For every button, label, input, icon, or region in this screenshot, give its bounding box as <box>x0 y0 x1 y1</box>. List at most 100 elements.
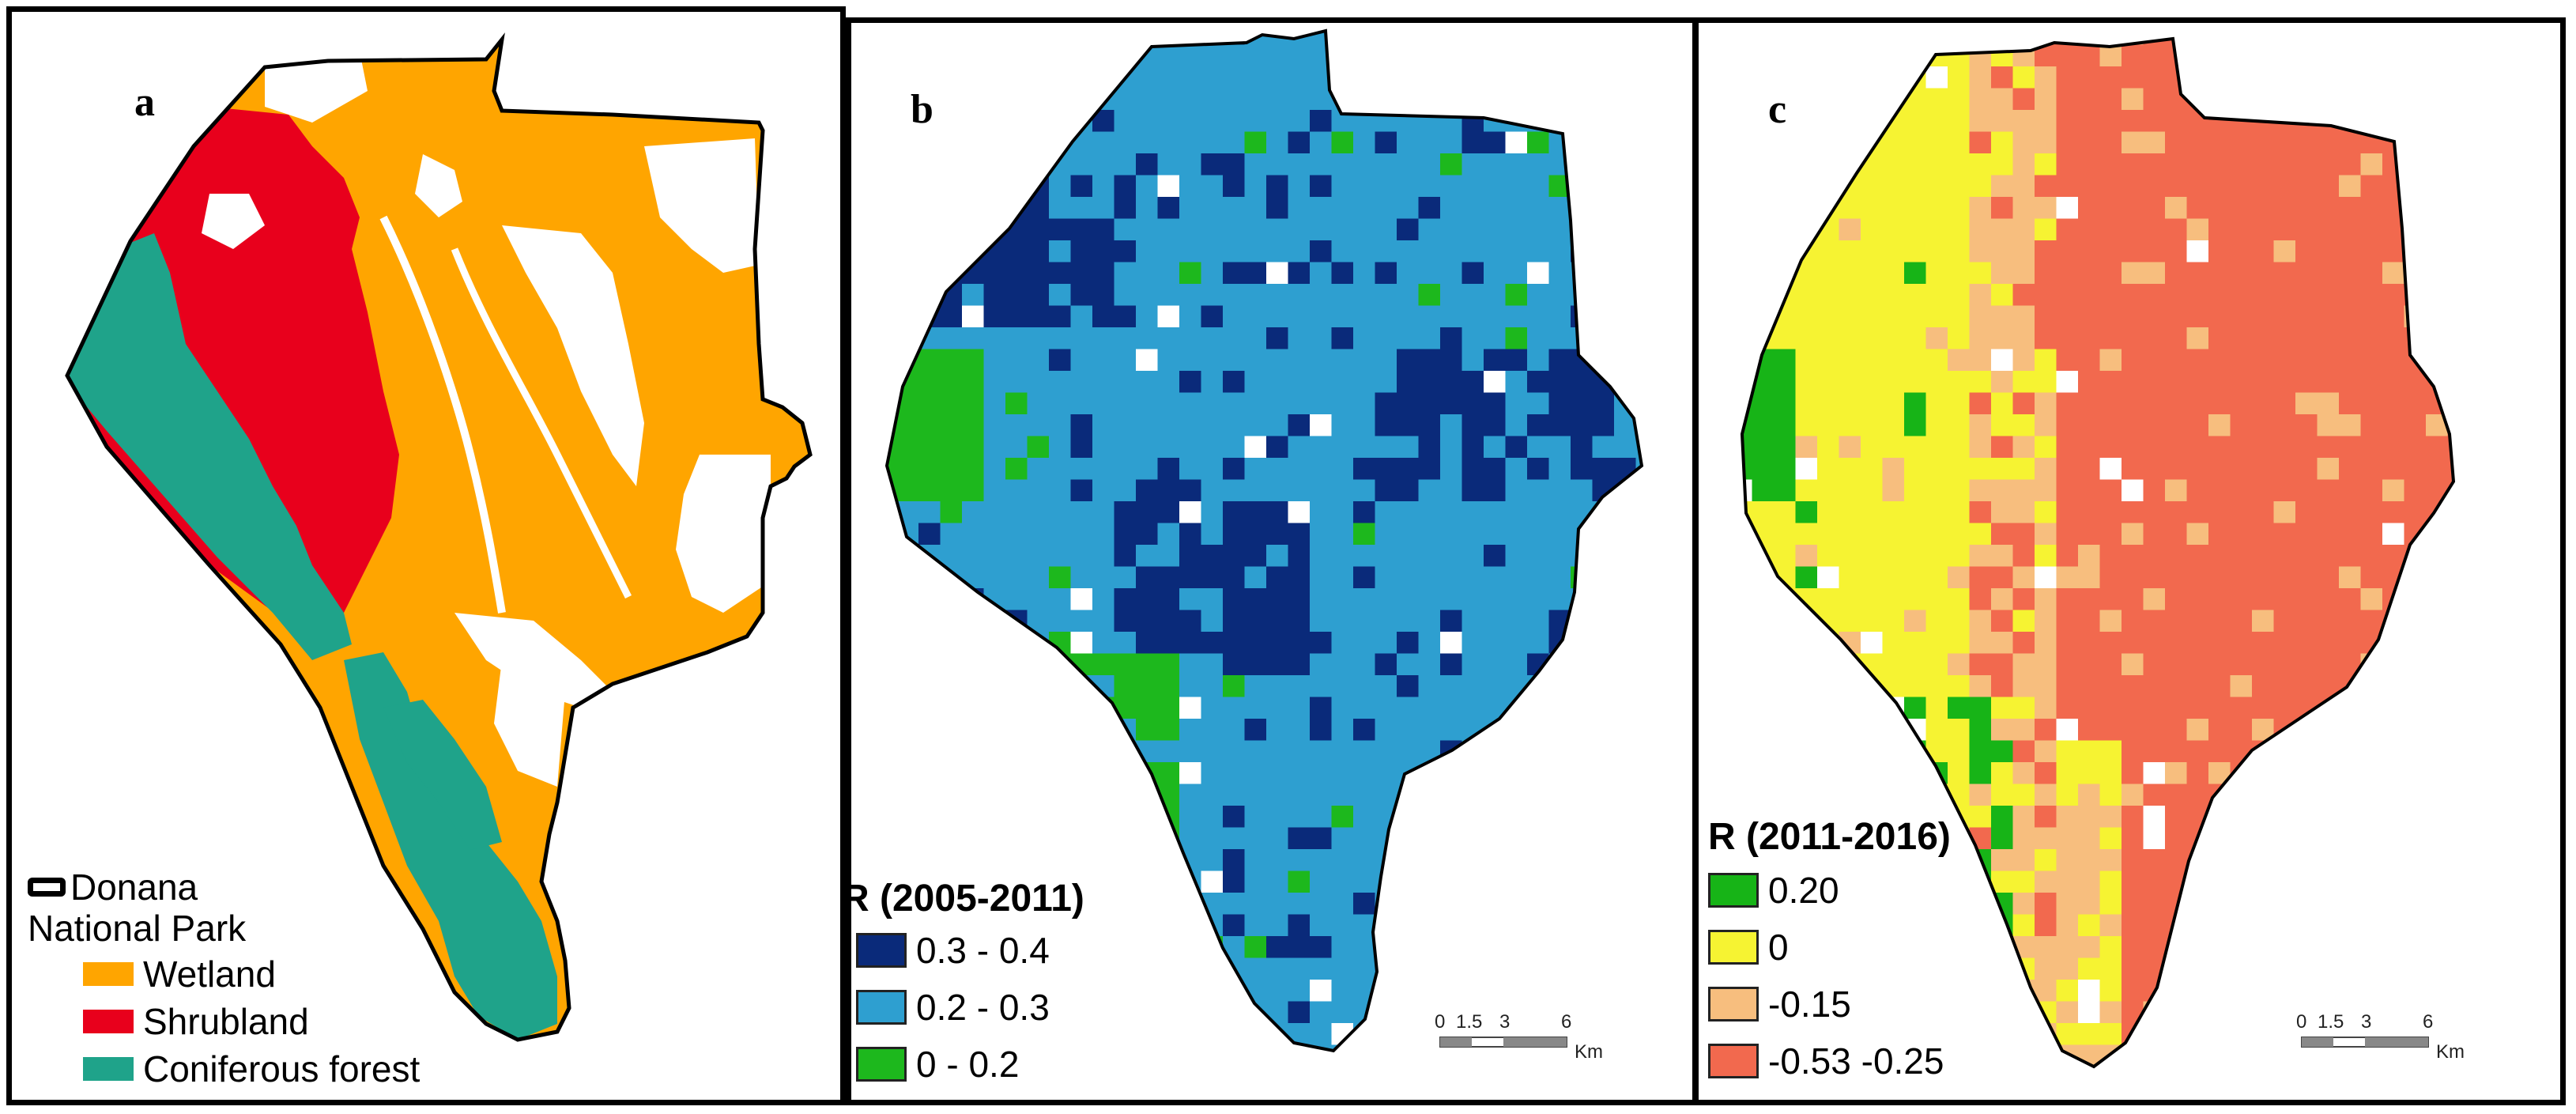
raster-cell <box>1795 284 1818 306</box>
raster-cell <box>1049 197 1071 219</box>
raster-cell <box>1157 719 1180 741</box>
raster-cell <box>1882 371 1905 393</box>
raster-cell <box>1925 545 1948 567</box>
raster-cell <box>1795 675 1818 697</box>
raster-cell <box>1742 305 1752 328</box>
raster-cell <box>1969 1023 1992 1045</box>
raster-cell <box>1157 1001 1180 1024</box>
raster-cell <box>1484 1044 1506 1051</box>
raster-cell <box>1614 305 1636 328</box>
raster-cell <box>1774 327 1796 349</box>
raster-cell <box>1774 719 1796 741</box>
raster-cell <box>1244 479 1267 502</box>
raster-cell <box>1005 653 1028 676</box>
raster-cell <box>1375 1001 1397 1024</box>
raster-cell <box>2447 197 2453 219</box>
raster-cell <box>2317 632 2340 654</box>
raster-cell <box>1635 697 1642 719</box>
raster-cell <box>2447 827 2453 850</box>
raster-cell <box>1049 501 1071 523</box>
raster-cell <box>1969 110 1992 132</box>
legend-label: -0.15 <box>1768 984 1851 1025</box>
raster-cell <box>1397 632 1419 654</box>
raster-cell <box>1136 392 1158 415</box>
raster-cell <box>2186 957 2209 980</box>
raster-cell <box>2012 740 2035 763</box>
raster-cell <box>1614 371 1636 393</box>
raster-cell <box>2143 131 2166 154</box>
raster-cell <box>1991 371 2013 393</box>
raster-cell <box>2491 958 2514 980</box>
raster-cell <box>1310 414 1332 436</box>
raster-cell <box>1157 980 1180 1002</box>
raster-cell <box>1201 218 1224 241</box>
raster-cell <box>2252 175 2274 198</box>
raster-cell <box>1331 175 1354 198</box>
raster-cell <box>2099 131 2122 154</box>
raster-cell <box>1223 88 1245 111</box>
raster-cell <box>1948 44 1970 67</box>
raster-cell <box>1331 153 1354 176</box>
raster-cell <box>1527 545 1549 567</box>
raster-cell <box>2078 784 2100 806</box>
raster-cell <box>1991 305 2013 328</box>
raster-cell <box>2143 327 2166 349</box>
raster-cell <box>1440 936 1462 958</box>
raster-cell <box>2165 131 2187 154</box>
raster-cell <box>1484 392 1506 415</box>
raster-cell <box>2230 675 2253 697</box>
raster-cell <box>1505 806 1528 828</box>
raster-cell <box>1331 218 1354 241</box>
raster-cell <box>1592 414 1615 436</box>
raster-cell <box>1461 131 1484 154</box>
raster-cell <box>1839 545 1861 567</box>
raster-cell <box>2317 588 2340 610</box>
raster-cell <box>2056 523 2079 546</box>
raster-cell <box>1223 305 1245 328</box>
raster-cell <box>1288 523 1311 546</box>
raster-cell <box>2012 458 2035 480</box>
raster-cell <box>887 371 897 393</box>
raster-cell <box>983 740 1006 763</box>
raster-cell <box>2035 588 2057 610</box>
raster-cell <box>1092 479 1115 502</box>
raster-cell <box>1969 675 1992 697</box>
raster-cell <box>1861 175 1883 198</box>
raster-cell <box>1925 305 1948 328</box>
raster-cell <box>1375 632 1397 654</box>
raster-cell <box>1527 44 1549 67</box>
raster-cell <box>1505 762 1528 784</box>
raster-cell <box>983 371 1006 393</box>
raster-cell <box>1635 153 1642 176</box>
legend-swatch <box>856 990 907 1025</box>
raster-cell <box>2469 610 2491 633</box>
raster-cell <box>896 218 919 241</box>
raster-cell <box>1795 131 1818 154</box>
raster-cell <box>1817 545 1839 567</box>
raster-cell <box>2035 1044 2057 1067</box>
raster-cell <box>1752 588 1775 610</box>
raster-cell <box>1948 610 1970 633</box>
raster-cell <box>1948 893 1970 915</box>
scale-unit: Km <box>2436 1041 2465 1063</box>
raster-cell <box>2382 545 2404 567</box>
raster-cell <box>1223 762 1245 784</box>
raster-cell <box>1266 719 1288 741</box>
raster-cell <box>2295 893 2318 915</box>
raster-cell <box>2295 588 2318 610</box>
raster-cell <box>2143 653 2166 676</box>
raster-cell <box>2208 1023 2231 1045</box>
raster-cell <box>2295 371 2318 393</box>
raster-cell <box>1114 458 1137 480</box>
raster-cell <box>2360 262 2383 285</box>
raster-cell <box>1861 588 1883 610</box>
raster-cell <box>1925 893 1948 915</box>
raster-cell <box>1948 436 1970 459</box>
raster-cell <box>1375 784 1397 806</box>
raster-cell <box>2469 306 2491 328</box>
raster-cell <box>2426 523 2448 546</box>
raster-cell <box>2143 479 2166 502</box>
raster-cell <box>1288 153 1311 176</box>
raster-cell <box>1049 479 1071 502</box>
raster-cell <box>1527 240 1549 262</box>
